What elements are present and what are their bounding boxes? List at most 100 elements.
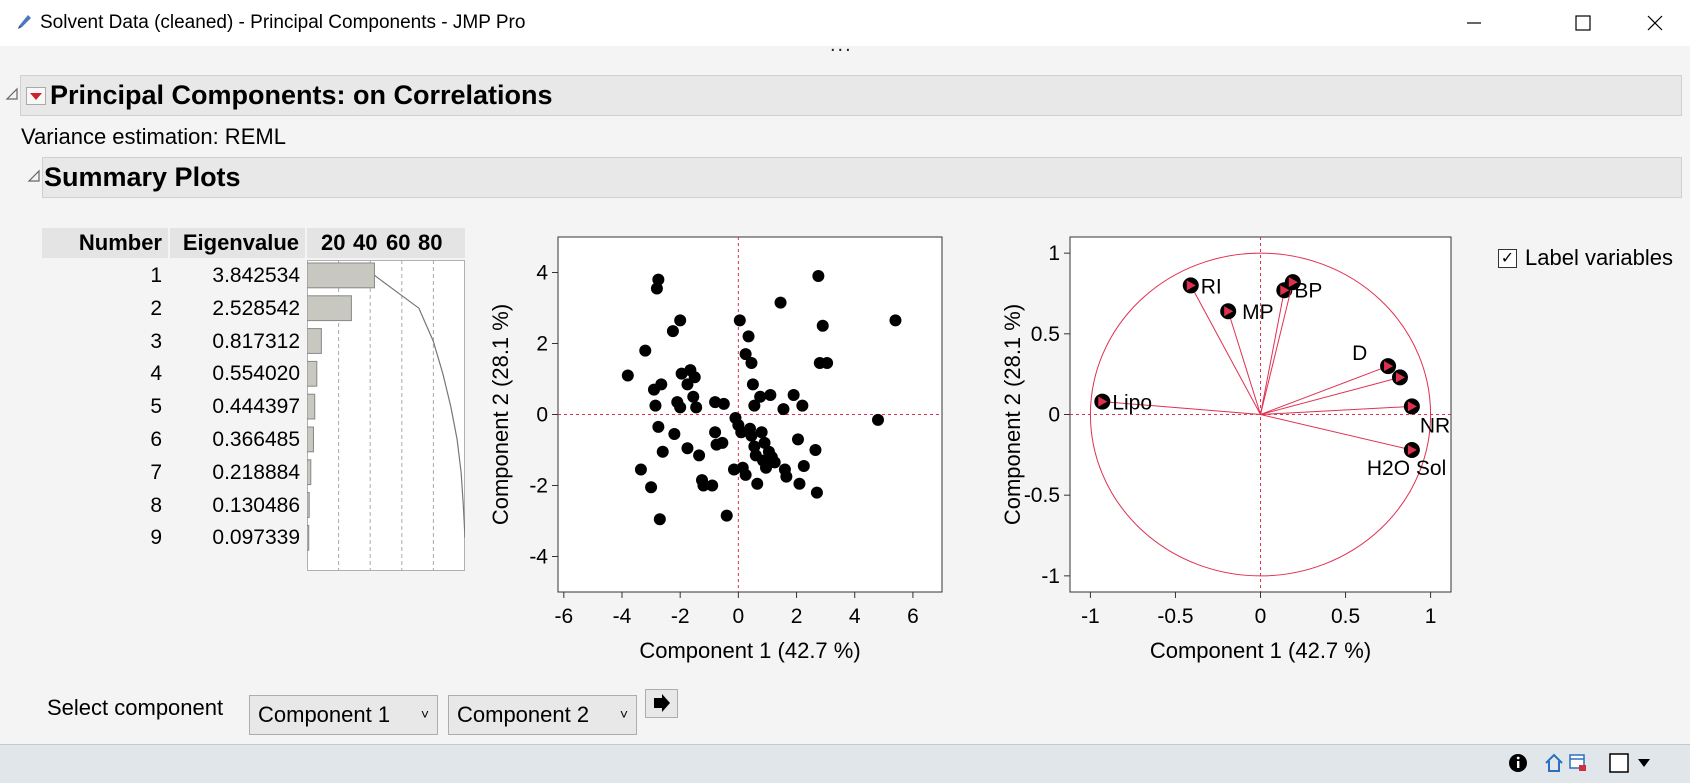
label-variables-checkbox[interactable]: ✓ (1498, 249, 1517, 268)
bar-tick-label: 40 (353, 230, 378, 255)
score-point (650, 282, 663, 295)
bar-tick-label: 60 (386, 230, 411, 255)
y-axis-label: Component 2 (28.1 %) (488, 304, 513, 525)
eigenvalue-column-header: Eigenvalue (170, 228, 305, 258)
x-tick-label: 6 (907, 605, 919, 628)
loading-arrowhead (1224, 306, 1234, 317)
chevron-down-icon: ˅ (420, 706, 429, 722)
loading-arrowhead (1186, 280, 1196, 291)
score-point (709, 426, 722, 439)
cumulative-percent-line (374, 274, 465, 538)
score-point (688, 371, 701, 384)
eigen-percent-bar (307, 492, 310, 518)
y-component-select[interactable]: Component 2 ˅ (448, 695, 637, 735)
y-tick-label: 2 (536, 333, 548, 356)
window-list-icon[interactable] (1567, 752, 1589, 774)
dropdown-arrow-icon[interactable] (1636, 756, 1652, 770)
score-plot[interactable]: -6 -4 -2 0 2 4 6 -4 -2 0 2 4 Component 1 (42.7 %) Com… (470, 225, 950, 675)
close-icon (1647, 15, 1663, 31)
toolbar-grip[interactable]: ... (830, 34, 853, 56)
score-point (797, 459, 810, 472)
principal-components-header (20, 75, 1682, 116)
eigen-number-cell: 3 (150, 329, 162, 353)
loading-label: RI (1201, 275, 1222, 298)
score-point (697, 479, 710, 492)
eigenvalue-cell: 0.444397 (212, 395, 300, 419)
score-point (764, 388, 777, 401)
loading-label: Lipo (1112, 392, 1152, 415)
score-point (889, 314, 902, 327)
score-point (652, 273, 665, 286)
loading-arrowhead (1384, 361, 1394, 372)
eigen-percent-bar (307, 262, 375, 289)
x-tick-label: 2 (791, 605, 803, 628)
score-point (751, 477, 764, 490)
eigenvalue-cell: 0.817312 (212, 329, 300, 353)
score-point (793, 477, 806, 490)
score-point (649, 399, 662, 412)
select-component-label: Select component (47, 695, 224, 720)
eigen-number-cell: 2 (150, 296, 162, 320)
score-point (796, 399, 809, 412)
loading-vector (1190, 285, 1261, 415)
layout-box-icon[interactable] (1608, 752, 1630, 774)
y-tick-label: -4 (529, 546, 548, 569)
disclosure-triangle-icon[interactable] (5, 87, 19, 101)
score-point (739, 348, 752, 361)
go-button[interactable] (645, 689, 678, 718)
loading-vector (1260, 405, 1412, 415)
score-point (745, 429, 758, 442)
y-tick-label: -0.5 (1024, 484, 1060, 507)
score-point (621, 369, 634, 382)
score-point (655, 378, 668, 391)
x-component-select[interactable]: Component 1 ˅ (249, 695, 438, 735)
red-triangle-menu-button[interactable] (26, 87, 46, 105)
score-point (755, 426, 768, 439)
score-point (872, 413, 884, 426)
score-point (812, 270, 825, 283)
score-point (652, 420, 665, 433)
y-axis-label: Component 2 (28.1 %) (1000, 304, 1025, 525)
score-point (693, 449, 706, 462)
eigenvalue-cell: 0.554020 (212, 362, 300, 386)
loading-vector (1260, 414, 1412, 451)
eigen-percent-bar (307, 328, 322, 354)
loading-vector (1102, 401, 1261, 415)
eigenvalue-cell: 0.218884 (212, 460, 300, 484)
score-point (760, 461, 772, 474)
disclosure-triangle-icon[interactable] (27, 169, 41, 183)
red-triangle-icon (30, 93, 42, 100)
maximize-button[interactable] (1548, 0, 1618, 46)
x-tick-label: -0.5 (1157, 605, 1193, 628)
eigen-number-cell: 8 (150, 493, 162, 517)
score-point (674, 314, 687, 327)
y-tick-label: -2 (529, 475, 548, 498)
x-axis-label: Component 1 (42.7 %) (639, 638, 860, 663)
x-tick-label: 0 (1255, 605, 1267, 628)
minimize-button[interactable] (1439, 0, 1509, 46)
score-point (821, 357, 834, 370)
arrow-right-icon (654, 694, 670, 712)
bar-tick-label: 20 (321, 230, 346, 255)
close-button[interactable] (1620, 0, 1690, 46)
score-point (748, 440, 761, 453)
eigenvalue-cell: 3.842534 (212, 264, 300, 287)
loading-label: BP (1294, 279, 1322, 302)
info-icon[interactable] (1507, 752, 1529, 774)
score-point (774, 296, 787, 309)
eigenvalue-cell: 0.130486 (212, 493, 300, 517)
maximize-icon (1575, 15, 1591, 31)
label-variables-label: Label variables (1525, 245, 1673, 270)
loading-plot[interactable]: -1 -0.5 0 0.5 1 -1 -0.5 0 0.5 1 Component 1 (42.7 … (965, 225, 1465, 675)
x-tick-label: 4 (849, 605, 861, 628)
eigen-number-cell: 7 (150, 460, 162, 484)
eigen-percent-bar (307, 426, 314, 453)
score-point (690, 401, 703, 414)
bar-tick-label: 80 (418, 230, 443, 255)
home-icon[interactable] (1543, 752, 1565, 774)
score-point (780, 470, 793, 483)
loading-vector (1227, 311, 1261, 415)
score-point (816, 319, 829, 332)
number-column-header: Number (42, 228, 168, 258)
x-tick-label: -4 (613, 605, 632, 628)
